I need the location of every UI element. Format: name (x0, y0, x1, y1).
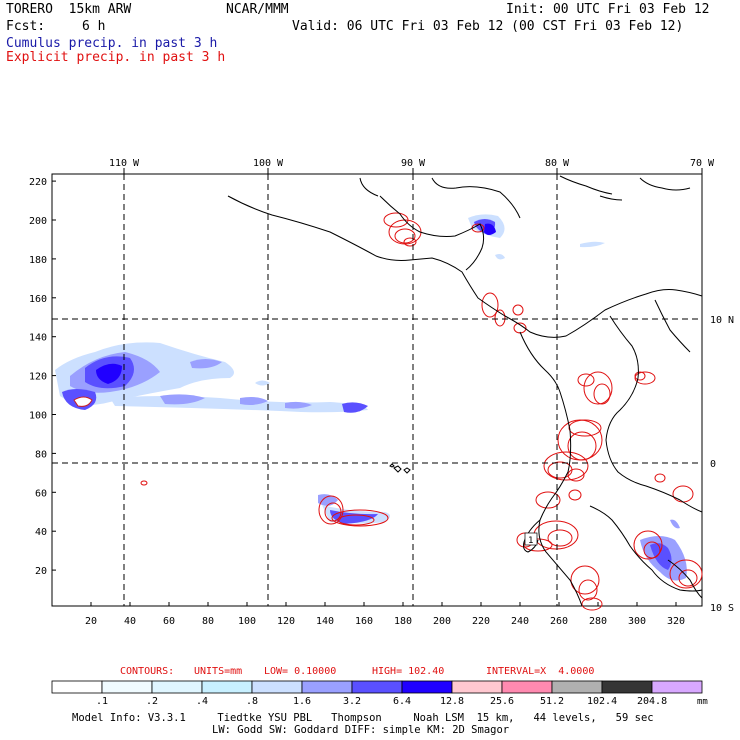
colorbar-label: .1 (96, 696, 109, 707)
y-tick-label: 60 (35, 488, 47, 499)
y-tick-label: 140 (29, 333, 47, 344)
cumulus-precip-field (55, 214, 687, 581)
colorbar-swatch (651, 680, 703, 694)
colorbar-label: 51.2 (540, 696, 565, 707)
lon-label-70w: 70 W (690, 158, 715, 169)
graticule (52, 174, 702, 606)
cumulus-precip-label: Cumulus precip. in past 3 h (6, 36, 218, 51)
x-tick-label: 100 (238, 616, 256, 627)
contours-units: UNITS=mm (194, 666, 243, 677)
x-tick-label: 180 (394, 616, 412, 627)
colorbar-label: 12.8 (440, 696, 465, 707)
colorbar-label: 204.8 (637, 696, 668, 707)
lat-label-10s: 10 S (710, 603, 734, 614)
y-tick-label: 180 (29, 255, 47, 266)
forecast-label: Fcst: (6, 19, 46, 34)
y-axis-ticks: 220 200 180 160 140 120 100 80 60 40 20 (29, 177, 56, 577)
x-tick-label: 140 (316, 616, 334, 627)
colorbar-swatch (201, 680, 253, 694)
y-tick-label: 120 (29, 372, 47, 383)
lat-label-10n: 10 N (710, 315, 734, 326)
colorbar-label: .4 (196, 696, 209, 707)
valid-time: Valid: 06 UTC Fri 03 Feb 12 (00 CST Fri … (292, 19, 684, 34)
colorbar-swatch (451, 680, 503, 694)
colorbar-swatch (301, 680, 353, 694)
coastlines (227, 175, 703, 607)
y-tick-label: 100 (29, 411, 47, 422)
colorbar-label: 6.4 (393, 696, 412, 707)
forecast-hour: 6 h (82, 19, 106, 34)
y-tick-label: 160 (29, 294, 47, 305)
lon-label-110w: 110 W (109, 158, 140, 169)
lon-label-80w: 80 W (545, 158, 570, 169)
colorbar-label: 1.6 (293, 696, 312, 707)
lon-label-100w: 100 W (253, 158, 284, 169)
colorbar-label: .2 (146, 696, 159, 707)
colorbar-swatch (51, 680, 103, 694)
x-tick-label: 60 (163, 616, 175, 627)
top-lon-ticks (123, 168, 703, 174)
colorbar-label: 102.4 (587, 696, 618, 707)
y-tick-label: 220 (29, 177, 47, 188)
x-tick-label: 300 (628, 616, 646, 627)
contours-label: CONTOURS: (120, 666, 175, 677)
colorbar-swatch (101, 680, 153, 694)
colorbar-swatch (601, 680, 653, 694)
contour-marker-box (524, 532, 538, 546)
x-tick-label: 120 (277, 616, 295, 627)
y-tick-label: 20 (35, 566, 47, 577)
x-axis-ticks: 20 40 60 80 100 120 140 160 180 200 220 240 260 280 30… (85, 602, 685, 627)
contours-low: LOW= 0.10000 (264, 666, 337, 677)
contour-marker: 1 (528, 536, 533, 546)
explicit-precip-label: Explicit precip. in past 3 h (6, 50, 226, 65)
model-info-line1: Model Info: V3.3.1 Tiedtke YSU PBL Thomp… (72, 712, 654, 724)
colorbar-swatch (351, 680, 403, 694)
contours-high: HIGH= 102.40 (372, 666, 445, 677)
x-tick-label: 320 (667, 616, 685, 627)
colorbar-swatch (151, 680, 203, 694)
init-time: Init: 00 UTC Fri 03 Feb 12 (506, 2, 710, 17)
y-tick-label: 80 (35, 449, 47, 460)
model-name: TORERO 15km ARW (6, 2, 132, 17)
colorbar-swatch (551, 680, 603, 694)
colorbar-label: 3.2 (343, 696, 362, 707)
x-tick-label: 80 (202, 616, 214, 627)
model-info-line2: LW: Godd SW: Goddard DIFF: simple KM: 2D… (212, 724, 510, 736)
colorbar-label: .8 (246, 696, 259, 707)
colorbar (51, 680, 703, 694)
contours-interval: INTERVAL=X 4.0000 (486, 666, 595, 677)
explicit-precip-contours (140, 212, 703, 611)
lat-label-0: 0 (710, 459, 716, 470)
x-tick-label: 40 (124, 616, 136, 627)
y-tick-label: 40 (35, 527, 47, 538)
lon-label-90w: 90 W (401, 158, 426, 169)
x-tick-label: 220 (472, 616, 490, 627)
colorbar-swatch (401, 680, 453, 694)
x-tick-label: 260 (550, 616, 568, 627)
colorbar-unit: mm (697, 697, 708, 707)
x-tick-label: 160 (355, 616, 373, 627)
org-label: NCAR/MMM (226, 2, 289, 17)
colorbar-label: 25.6 (490, 696, 515, 707)
colorbar-swatch (251, 680, 303, 694)
y-tick-label: 200 (29, 216, 47, 227)
x-tick-label: 200 (433, 616, 451, 627)
colorbar-swatch (501, 680, 553, 694)
x-tick-label: 20 (85, 616, 97, 627)
x-tick-label: 280 (589, 616, 607, 627)
x-tick-label: 240 (511, 616, 529, 627)
